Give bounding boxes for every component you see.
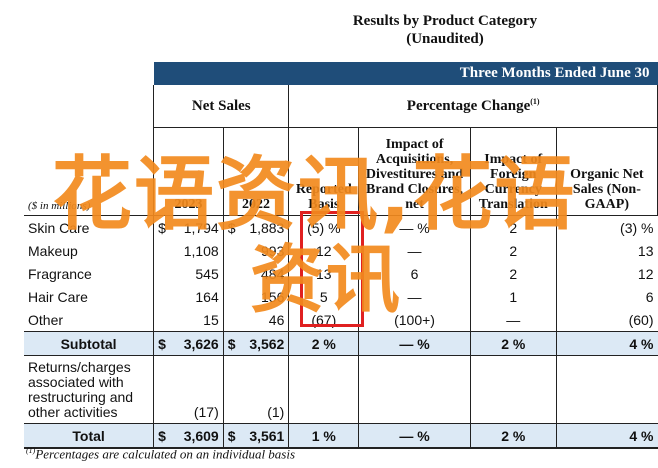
row-label: Skin Care [28, 219, 90, 236]
row-label: Other [28, 311, 64, 328]
banner-row: Three Months Ended June 30 [24, 62, 658, 85]
units-label: ($ in millions) [24, 127, 154, 216]
report-title-line2: (Unaudited) [406, 31, 484, 47]
report-title-line1: Results by Product Category [352, 13, 538, 29]
table-row: Fragrance 545 484 13 6 2 12 [24, 262, 658, 285]
table-row: Makeup 1,108 993 12 — 2 13 [24, 239, 658, 262]
table-row: Skin Care $1,794 $1,883 (5) % — % 2 (3) … [24, 215, 658, 239]
col-fx: Impact of Foreign Currency Translation [469, 127, 557, 216]
column-header-row: ($ in millions) 2023 2022 Reported Basis… [24, 127, 658, 216]
row-label: Fragrance [28, 265, 92, 282]
col-organic: Organic Net Sales (Non-GAAP) [555, 127, 658, 216]
col-2023: 2023 [153, 127, 224, 216]
col-reported: Reported Basis [288, 127, 360, 216]
row-label: Hair Care [28, 288, 88, 305]
total-row: Total $3,609 $3,561 1 % — % 2 % 4 % [24, 423, 658, 449]
table-row: Hair Care 164 156 5 — 1 6 [24, 285, 658, 308]
net-sales-header: Net Sales [153, 85, 290, 128]
pct-change-header: Percentage Change(1) [288, 85, 658, 128]
footnote: (1)Percentages are calculated on an indi… [26, 446, 296, 462]
group-header-row: Net Sales Percentage Change(1) [24, 85, 658, 128]
col-2022: 2022 [222, 127, 290, 216]
results-table: Three Months Ended June 30 Net Sales Per… [24, 62, 658, 449]
col-acquisitions: Impact of Acquisitions, Divestitures and… [358, 127, 471, 216]
highlight-box [300, 211, 364, 327]
row-label: Makeup [28, 242, 78, 259]
period-banner: Three Months Ended June 30 [153, 62, 658, 85]
subtotal-row: Subtotal $3,626 $3,562 2 % — % 2 % 4 % [24, 331, 658, 356]
report-title: Results by Product Category (Unaudited) [300, 12, 590, 48]
returns-row: Returns/charges associated with restruct… [24, 355, 658, 424]
